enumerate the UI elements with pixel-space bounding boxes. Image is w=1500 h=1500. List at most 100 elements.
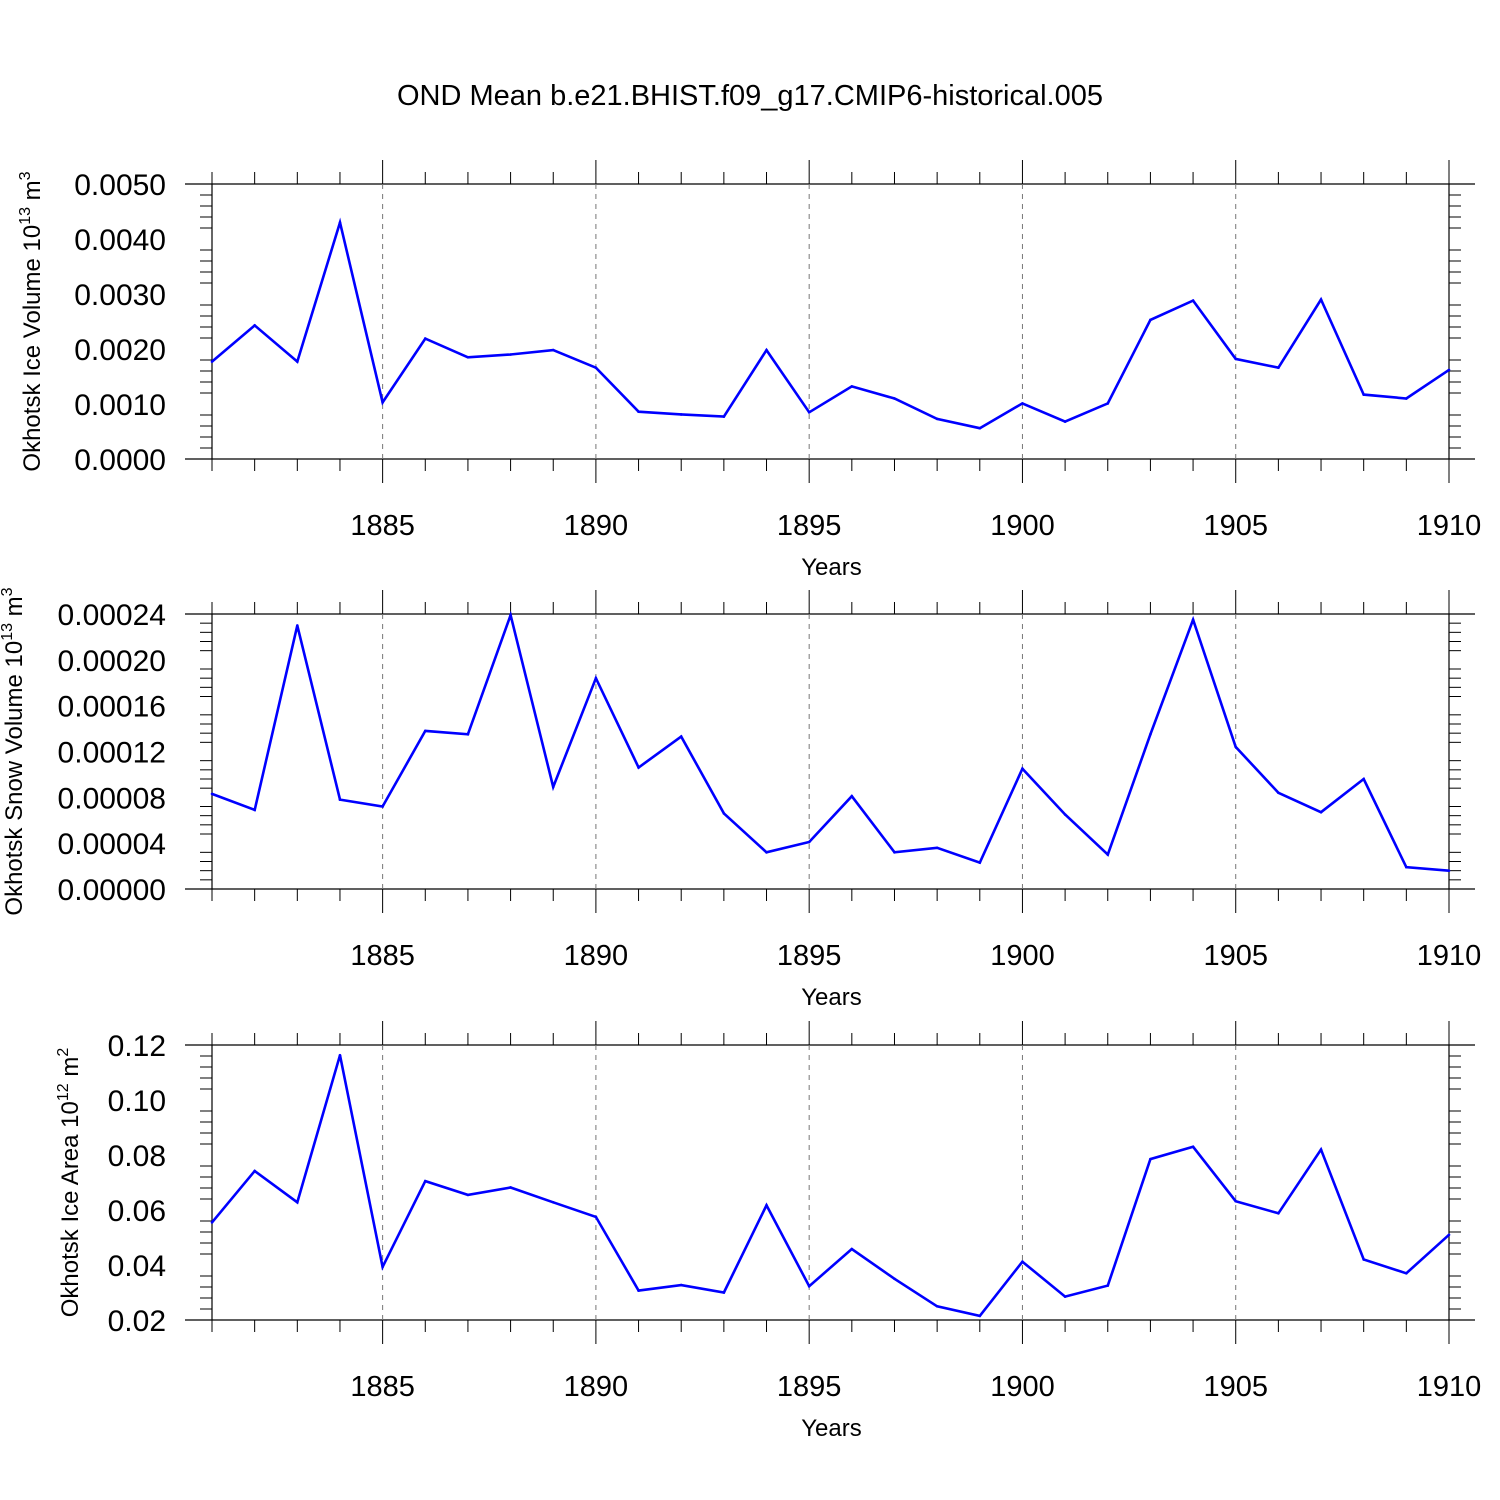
y-tick-label: 0.00020: [58, 645, 166, 678]
y-axis-label-unit-exponent: 3: [0, 587, 16, 596]
data-point: [722, 812, 726, 815]
data-point: [551, 1201, 555, 1204]
figure-title: OND Mean b.e21.BHIST.f09_g17.CMIP6-histo…: [396, 80, 1103, 112]
y-tick-label: 0.00012: [58, 737, 166, 770]
data-point: [1362, 1258, 1365, 1261]
x-axis-label: Years: [801, 984, 862, 1011]
data-point: [893, 851, 896, 854]
y-tick-label: 0.00004: [58, 828, 166, 861]
data-point: [296, 1201, 299, 1204]
x-tick-label: 1895: [777, 1371, 842, 1403]
data-point: [1362, 777, 1365, 781]
x-tick-label: 1885: [350, 940, 415, 972]
data-point: [1106, 853, 1110, 856]
y-axis-label-unit: m: [1, 596, 28, 623]
data-point: [423, 729, 427, 733]
y-axis-label-exponent: 13: [0, 623, 16, 641]
x-tick-label: 1905: [1203, 1371, 1268, 1403]
series-line: [211, 1054, 1450, 1318]
data-point: [381, 1265, 384, 1269]
data-point: [935, 846, 939, 850]
data-point: [381, 401, 384, 404]
data-point: [509, 353, 512, 356]
data-point: [1405, 865, 1408, 869]
data-point: [1405, 397, 1408, 400]
data-point: [1362, 393, 1365, 396]
data-point: [1191, 1145, 1195, 1149]
y-axis-label-text: Okhotsk Snow Volume 10: [1, 641, 28, 916]
data-point: [1319, 1148, 1323, 1151]
series-line: [211, 217, 1450, 430]
data-point: [296, 624, 299, 627]
data-point: [210, 1221, 214, 1224]
data-point: [978, 861, 982, 864]
data-point: [296, 360, 299, 363]
data-point: [679, 413, 683, 416]
data-point: [679, 1283, 683, 1287]
data-point: [1021, 767, 1024, 770]
chart-panel-2: 1885 1890 1895 1900 1905 1910 Years 0.00000 0.00…: [0, 587, 1481, 1011]
data-point: [1234, 357, 1238, 361]
x-axis-label: Years: [801, 554, 862, 581]
data-point: [978, 426, 982, 430]
data-point: [551, 348, 555, 352]
x-tick-label: 1890: [564, 940, 629, 972]
data-point: [338, 798, 342, 801]
data-point: [1405, 1271, 1408, 1275]
y-axis-label-text: Okhotsk Ice Area 10: [57, 1101, 84, 1317]
y-tick-label: 0.10: [108, 1085, 166, 1118]
y-tick-label: 0.00024: [58, 599, 166, 632]
x-tick-label: 1885: [350, 510, 415, 542]
data-point: [466, 355, 470, 359]
data-point: [1149, 733, 1152, 736]
data-point: [1319, 810, 1323, 814]
data-point: [466, 1193, 470, 1197]
data-point: [850, 385, 854, 388]
x-tick-label: 1910: [1417, 1371, 1482, 1403]
data-point: [893, 397, 896, 400]
data-point: [253, 1169, 256, 1173]
data-point: [1063, 813, 1067, 816]
y-axis-label-unit-exponent: 3: [17, 171, 34, 180]
data-point: [935, 1304, 939, 1308]
data-point: [253, 324, 256, 327]
x-tick-label: 1890: [564, 1371, 629, 1403]
data-point: [722, 415, 726, 418]
y-tick-label: 0.06: [108, 1195, 166, 1228]
x-tick-label: 1905: [1203, 940, 1268, 972]
x-axis-label: Years: [801, 1415, 862, 1442]
data-point: [850, 1247, 854, 1251]
data-point: [509, 613, 512, 617]
y-axis-label-exponent: 13: [17, 207, 34, 225]
data-point: [850, 794, 854, 798]
data-point: [807, 1284, 811, 1288]
data-point: [637, 766, 640, 769]
data-point: [1149, 1157, 1152, 1161]
data-point: [1447, 1233, 1451, 1237]
data-point: [1021, 1260, 1024, 1263]
y-tick-label: 0.12: [108, 1030, 166, 1063]
y-tick-label: 0.0020: [74, 334, 166, 367]
data-point: [765, 1204, 768, 1207]
data-point: [765, 348, 768, 352]
x-tick-label: 1885: [350, 1371, 415, 1403]
data-point: [1063, 1295, 1067, 1298]
y-tick-label: 0.00016: [58, 691, 166, 724]
y-axis-label: Okhotsk Ice Area 1012 m2: [55, 1048, 84, 1318]
y-tick-label: 0.0030: [74, 279, 166, 312]
data-point: [1106, 402, 1110, 405]
y-tick-label: 0.08: [108, 1140, 166, 1173]
y-tick-label: 0.00008: [58, 782, 166, 815]
data-point: [594, 1215, 598, 1219]
data-point: [1149, 318, 1152, 322]
y-tick-label: 0.00000: [58, 874, 166, 907]
data-point: [594, 366, 598, 370]
data-point: [765, 851, 768, 854]
y-tick-label: 0.0000: [74, 444, 166, 477]
x-tick-label: 1900: [990, 940, 1055, 972]
x-tick-label: 1895: [777, 510, 842, 542]
data-point: [722, 1291, 726, 1294]
y-axis-label: Okhotsk Snow Volume 1013 m3: [0, 587, 28, 915]
